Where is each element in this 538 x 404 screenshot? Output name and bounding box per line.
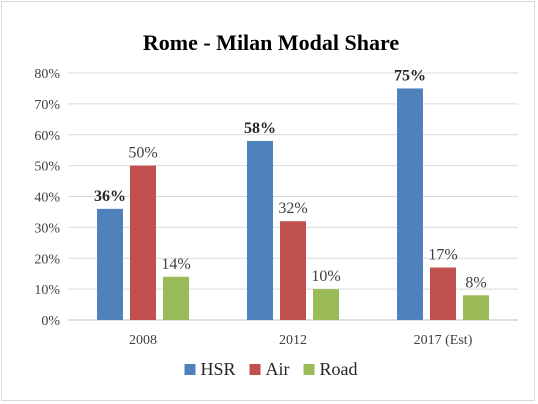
x-axis-ticks: 2008 2012 2017 (Est): [129, 333, 473, 348]
bar-air-3: [430, 267, 456, 320]
y-tick-label: 30%: [34, 221, 60, 236]
y-tick-label: 50%: [34, 160, 60, 175]
bars: [97, 88, 489, 320]
data-label: 36%: [94, 188, 126, 205]
y-tick-label: 70%: [34, 98, 60, 113]
data-label: 58%: [244, 120, 276, 137]
legend-label-air: Air: [266, 359, 290, 379]
y-axis-ticks: 0% 10% 20% 30% 40% 50% 60% 70% 80%: [34, 67, 60, 329]
y-tick-label: 20%: [34, 252, 60, 267]
data-label: 50%: [128, 145, 157, 162]
data-label: 8%: [465, 274, 486, 291]
chart-title: Rome - Milan Modal Share: [143, 30, 399, 55]
legend: HSR Air Road: [184, 359, 358, 379]
legend-swatch-air: [249, 364, 261, 375]
bar-road-3: [463, 295, 489, 320]
bar-road-1: [163, 276, 189, 320]
data-labels: 36% 50% 14% 58% 32% 10% 75% 17% 8%: [94, 67, 487, 291]
data-label: 32%: [278, 200, 307, 217]
y-tick-label: 0%: [41, 314, 60, 329]
legend-label-hsr: HSR: [200, 359, 235, 379]
bar-hsr-2: [247, 140, 273, 320]
y-tick-label: 60%: [34, 129, 60, 144]
bar-road-2: [313, 289, 339, 320]
legend-swatch-hsr: [184, 364, 196, 375]
bar-hsr-1: [97, 208, 123, 320]
y-tick-label: 80%: [34, 67, 60, 82]
legend-label-road: Road: [320, 359, 358, 379]
x-tick-label: 2012: [279, 333, 307, 348]
x-tick-label: 2008: [129, 333, 157, 348]
bar-hsr-3: [397, 88, 423, 320]
data-label: 75%: [394, 67, 426, 84]
bar-air-1: [130, 165, 156, 320]
legend-swatch-road: [303, 364, 315, 375]
x-tick-label: 2017 (Est): [414, 333, 473, 348]
data-label: 17%: [428, 247, 457, 264]
bar-air-2: [280, 221, 306, 320]
y-tick-label: 40%: [34, 191, 60, 206]
y-tick-label: 10%: [34, 283, 60, 298]
data-label: 10%: [311, 268, 340, 285]
data-label: 14%: [161, 256, 190, 273]
